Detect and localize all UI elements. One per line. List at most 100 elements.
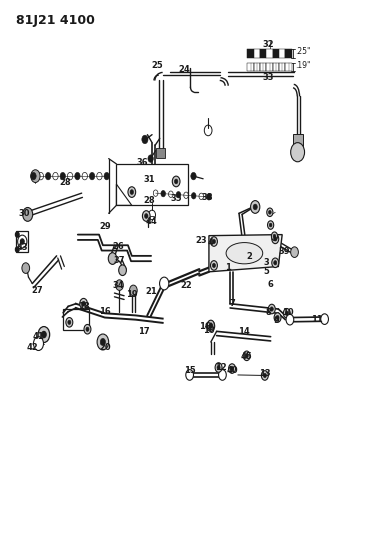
- Text: 45: 45: [241, 352, 253, 361]
- Circle shape: [80, 298, 87, 309]
- Text: 21: 21: [145, 287, 157, 296]
- Circle shape: [108, 253, 117, 264]
- Circle shape: [31, 172, 36, 180]
- Bar: [273, 49, 279, 58]
- Circle shape: [31, 169, 40, 182]
- Circle shape: [148, 155, 153, 163]
- Circle shape: [33, 337, 43, 351]
- Bar: [279, 49, 286, 58]
- Text: 30: 30: [18, 209, 29, 218]
- Text: 9: 9: [274, 316, 279, 325]
- Circle shape: [128, 187, 136, 197]
- Text: 24: 24: [178, 66, 190, 74]
- Circle shape: [212, 263, 216, 268]
- Circle shape: [186, 369, 194, 380]
- Circle shape: [271, 232, 277, 240]
- Circle shape: [66, 318, 73, 327]
- Text: 13: 13: [259, 369, 271, 378]
- Text: 11: 11: [311, 315, 323, 324]
- Polygon shape: [209, 235, 282, 272]
- Circle shape: [207, 193, 211, 200]
- Circle shape: [191, 172, 196, 180]
- Circle shape: [231, 366, 234, 371]
- Bar: [267, 49, 273, 58]
- Circle shape: [286, 314, 294, 325]
- Circle shape: [207, 321, 215, 332]
- Text: 38: 38: [201, 193, 213, 202]
- Text: 40: 40: [226, 366, 238, 375]
- Circle shape: [84, 325, 91, 334]
- Circle shape: [283, 309, 290, 318]
- Text: 4: 4: [208, 238, 214, 247]
- Circle shape: [291, 143, 305, 162]
- Circle shape: [68, 320, 71, 325]
- Text: 36: 36: [137, 158, 148, 167]
- Text: 6: 6: [268, 279, 274, 288]
- Circle shape: [116, 280, 123, 290]
- Bar: [156, 148, 165, 158]
- Bar: [293, 134, 303, 150]
- Text: 25: 25: [151, 61, 163, 70]
- Text: 34: 34: [113, 280, 124, 289]
- Bar: [254, 63, 260, 71]
- Bar: [279, 63, 286, 71]
- Circle shape: [75, 172, 80, 180]
- Text: 35: 35: [170, 194, 182, 203]
- Text: 5: 5: [264, 268, 270, 276]
- Circle shape: [100, 338, 106, 345]
- Text: .19": .19": [295, 61, 310, 70]
- Circle shape: [142, 211, 150, 221]
- Text: 31: 31: [143, 175, 155, 184]
- Text: 8: 8: [266, 308, 272, 317]
- Circle shape: [267, 221, 274, 229]
- Text: 2: 2: [247, 253, 252, 261]
- Bar: [267, 63, 273, 71]
- Circle shape: [82, 301, 86, 306]
- Bar: [116, 164, 188, 205]
- Circle shape: [192, 192, 196, 199]
- Bar: [260, 63, 267, 71]
- Bar: [63, 309, 89, 330]
- Circle shape: [209, 323, 212, 327]
- Circle shape: [263, 373, 266, 378]
- Text: 33: 33: [263, 73, 274, 82]
- Circle shape: [243, 351, 250, 361]
- Circle shape: [89, 172, 95, 180]
- Text: 16: 16: [99, 307, 111, 316]
- Circle shape: [15, 232, 19, 237]
- Circle shape: [272, 258, 279, 268]
- Circle shape: [211, 237, 217, 246]
- Circle shape: [104, 172, 110, 180]
- Bar: [273, 63, 279, 71]
- Circle shape: [274, 237, 277, 241]
- Text: 10: 10: [203, 326, 215, 335]
- Circle shape: [217, 365, 220, 370]
- Circle shape: [45, 172, 51, 180]
- Circle shape: [261, 370, 268, 380]
- Bar: [260, 49, 267, 58]
- Ellipse shape: [226, 243, 263, 264]
- Text: 81J21 4100: 81J21 4100: [16, 14, 95, 27]
- Text: 42: 42: [27, 343, 39, 352]
- Circle shape: [269, 223, 272, 227]
- Circle shape: [219, 369, 226, 380]
- Text: 29: 29: [99, 222, 111, 231]
- Text: 44: 44: [145, 217, 157, 226]
- Circle shape: [144, 214, 148, 219]
- Text: 27: 27: [31, 286, 43, 295]
- Text: 22: 22: [180, 280, 192, 289]
- Circle shape: [250, 200, 260, 213]
- Circle shape: [38, 327, 50, 343]
- Circle shape: [215, 363, 222, 372]
- Circle shape: [276, 316, 279, 320]
- Circle shape: [268, 304, 275, 314]
- Text: 37: 37: [113, 256, 125, 264]
- Circle shape: [211, 261, 217, 270]
- Circle shape: [21, 239, 24, 244]
- Bar: [247, 49, 254, 58]
- Circle shape: [207, 320, 214, 330]
- Circle shape: [245, 354, 248, 358]
- Bar: [254, 49, 260, 58]
- Circle shape: [269, 211, 271, 214]
- Text: 28: 28: [143, 196, 155, 205]
